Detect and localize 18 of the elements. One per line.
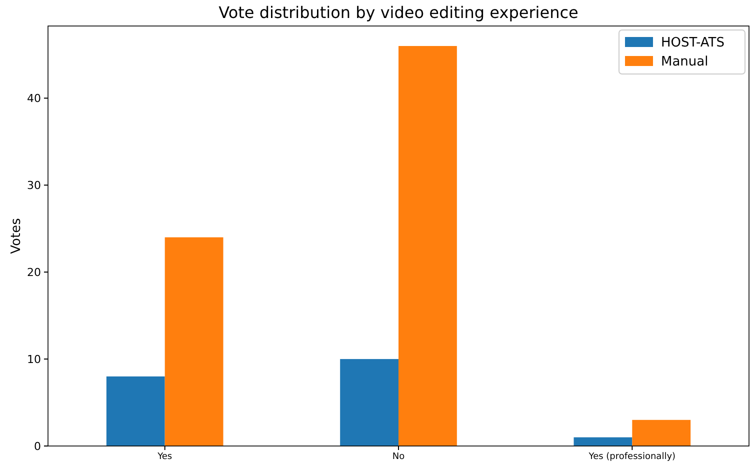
y-tick-label: 10: [27, 352, 41, 366]
x-tick-label: Yes: [156, 452, 172, 462]
chart-title: Vote distribution by video editing experience: [218, 3, 578, 22]
y-tick-label: 20: [27, 266, 41, 279]
bar: [398, 46, 457, 446]
bar: [106, 376, 165, 446]
legend-label: HOST-ATS: [661, 36, 724, 51]
x-tick-label: Yes (professionally): [588, 452, 676, 462]
y-axis-title: Votes: [9, 218, 24, 254]
bar: [574, 437, 632, 446]
bar: [164, 237, 224, 446]
bar: [632, 420, 691, 446]
y-tick-label: 30: [27, 178, 41, 192]
y-tick-label: 0: [34, 440, 41, 453]
y-tick-label: 40: [27, 92, 41, 106]
bar: [340, 359, 398, 446]
x-tick-label: No: [392, 452, 406, 462]
legend-label: Manual: [661, 54, 708, 70]
